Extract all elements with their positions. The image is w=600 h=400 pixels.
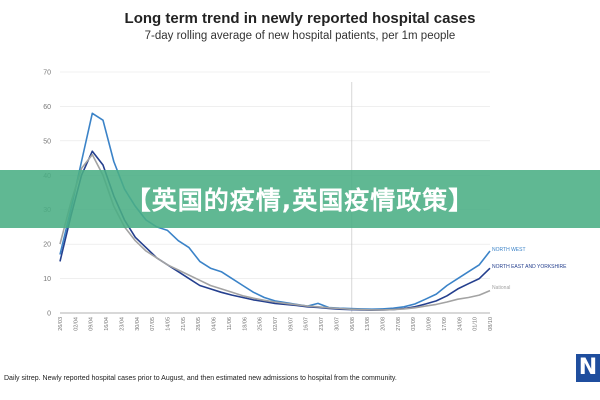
y-tick-label: 0 [47,311,51,318]
title-overlay-banner: 【英国的疫情,英国疫情政策】 [0,170,600,228]
x-tick-label: 14/05 [166,317,172,331]
y-tick-label: 20 [43,242,51,249]
y-tick-label: 50 [43,138,51,145]
x-tick-label: 25/06 [258,317,264,331]
y-tick-label: 60 [43,104,51,111]
x-tick-label: 30/04 [135,317,141,331]
x-tick-label: 28/05 [196,317,202,331]
x-tick-label: 09/04 [89,317,95,331]
x-tick-label: 01/10 [473,317,479,331]
chart-title: Long term trend in newly reported hospit… [124,10,476,27]
x-tick-label: 09/07 [288,317,294,331]
x-tick-label: 02/04 [73,317,79,331]
overlay-text: 【英国的疫情,英国疫情政策】 [125,186,475,215]
x-tick-label: 23/04 [119,317,125,331]
x-tick-label: 04/06 [212,317,218,331]
x-tick-label: 17/09 [442,317,448,331]
x-tick-label: 10/09 [427,317,433,331]
chart-subtitle: 7-day rolling average of new hospital pa… [144,30,456,42]
y-tick-label: 70 [43,70,51,77]
x-tick-label: 07/05 [150,317,156,331]
x-tick-label: 08/10 [488,317,494,331]
y-tick-label: 10 [43,276,51,283]
nhs-logo-icon: N [576,354,600,382]
x-tick-label: 03/09 [411,317,417,331]
x-tick-label: 27/08 [396,317,402,331]
x-tick-label: 16/04 [104,317,110,331]
series-line-1 [59,150,491,312]
x-tick-label: 26/03 [58,317,64,331]
x-tick-label: 23/07 [319,317,325,331]
legend-label-0: NORTH WEST [492,247,526,253]
x-tick-label: 02/07 [273,317,279,331]
legend-label-2: National [492,285,510,291]
x-tick-label: 13/08 [365,317,371,331]
x-tick-label: 24/09 [457,317,463,331]
x-tick-label: 21/05 [181,317,187,331]
x-tick-label: 06/08 [350,317,356,331]
x-tick-label: 20/08 [381,317,387,331]
series-line-2 [59,153,491,311]
chart-footnote: Daily sitrep. Newly reported hospital ca… [4,375,397,382]
x-tick-label: 16/07 [304,317,310,331]
legend-label-1: NORTH EAST AND YORKSHIRE [492,264,567,270]
x-tick-label: 18/06 [242,317,248,331]
x-tick-label: 30/07 [334,317,340,331]
x-tick-label: 11/06 [227,317,233,330]
